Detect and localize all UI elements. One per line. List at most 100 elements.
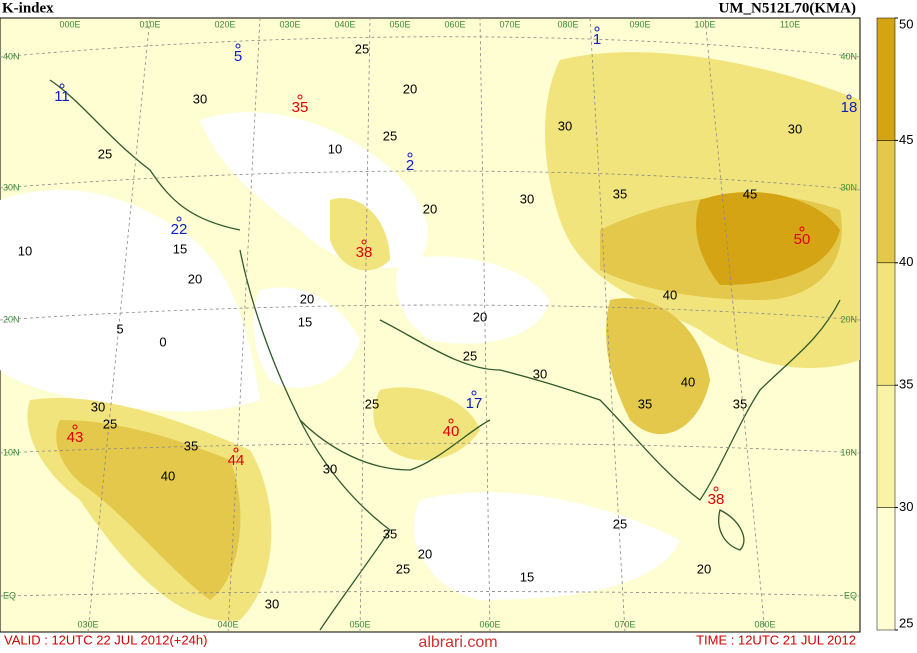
- max-label: 43: [67, 429, 84, 446]
- max-label: 44: [228, 452, 245, 469]
- contour-label: 15: [520, 569, 534, 584]
- contour-label: 30: [788, 121, 802, 136]
- model: UM_N512L70(KMA): [719, 0, 856, 16]
- contour-label: 35: [613, 186, 627, 201]
- lon-label: 040E: [217, 619, 238, 629]
- map-fills: [0, 52, 860, 621]
- contour-label: 25: [355, 41, 369, 56]
- graticule: [0, 17, 861, 633]
- contour-label: 10: [328, 141, 342, 156]
- min-marker: [176, 216, 182, 222]
- max-marker: [233, 447, 239, 453]
- min-label: 2: [406, 157, 414, 174]
- contour-label: 40: [663, 287, 677, 302]
- lon-label: 030E: [279, 19, 300, 29]
- contour-label: 20: [188, 271, 202, 286]
- lon-label: 100E: [694, 19, 715, 29]
- lon-label: 050E: [349, 619, 370, 629]
- title: K-index: [2, 0, 54, 16]
- contour-label: 25: [463, 348, 477, 363]
- lat-label: 30N: [3, 182, 20, 192]
- contour-label: 30: [323, 461, 337, 476]
- contour-label: 25: [98, 146, 112, 161]
- contour-label: 45: [743, 186, 757, 201]
- contour-label: 20: [423, 201, 437, 216]
- colorbar-label: 25: [899, 615, 913, 630]
- lon-label: 040E: [334, 19, 355, 29]
- max-label: 50: [794, 231, 811, 248]
- min-label: 22: [171, 221, 188, 238]
- contour-label: 15: [173, 241, 187, 256]
- contour-label: 30: [193, 91, 207, 106]
- lon-label: 060E: [444, 19, 465, 29]
- lon-label: 050E: [389, 19, 410, 29]
- contour-label: 10: [18, 243, 32, 258]
- contour-label: 20: [697, 561, 711, 576]
- contour-label: 25: [365, 396, 379, 411]
- lat-label: 10N: [3, 447, 20, 457]
- contour-label: 20: [300, 291, 314, 306]
- min-label: 11: [54, 88, 70, 105]
- lat-label: 30N: [840, 182, 857, 192]
- colorbar-band: [876, 140, 896, 264]
- contour-label: 20: [473, 309, 487, 324]
- max-label: 35: [292, 99, 309, 116]
- lat-label: EQ: [844, 590, 857, 600]
- lon-label: 080E: [557, 19, 578, 29]
- contour-label: 25: [383, 128, 397, 143]
- contour-label: 5: [116, 321, 123, 336]
- colorbar-label: 40: [899, 254, 913, 269]
- lat-label: 10N: [840, 447, 857, 457]
- max-marker: [799, 226, 805, 232]
- contour-label: 40: [681, 374, 695, 389]
- contour-label: 20: [418, 546, 432, 561]
- min-label: 17: [466, 395, 483, 412]
- max-marker: [297, 94, 303, 100]
- lon-label: 020E: [214, 19, 235, 29]
- init-time: TIME : 12UTC 21 JUL 2012: [696, 632, 856, 647]
- colorbar-band: [876, 384, 896, 508]
- lon-label: 110E: [780, 19, 800, 29]
- min-marker: [471, 390, 477, 396]
- contour-label: 15: [298, 314, 312, 329]
- lon-label: 070E: [499, 19, 520, 29]
- colorbar-label: 50: [899, 16, 913, 31]
- lon-label: 060E: [479, 619, 500, 629]
- max-marker: [361, 239, 367, 245]
- contour-label: 40: [161, 468, 175, 483]
- min-label: 5: [234, 48, 242, 65]
- min-marker: [59, 83, 65, 89]
- lat-label: 40N: [3, 51, 20, 61]
- contour-label: 25: [396, 561, 410, 576]
- lon-label: 000E: [59, 19, 80, 29]
- contour-label: 30: [265, 596, 279, 611]
- colorbar-band: [876, 507, 896, 631]
- max-label: 40: [443, 423, 460, 440]
- min-label: 18: [841, 99, 858, 116]
- min-marker: [846, 94, 852, 100]
- contour-label: 30: [533, 366, 547, 381]
- colorbar-label: 35: [899, 377, 913, 392]
- contour-label: 25: [103, 416, 117, 431]
- max-marker: [448, 418, 454, 424]
- lon-label: 010E: [139, 19, 160, 29]
- valid-time: VALID : 12UTC 22 JUL 2012(+24h): [4, 632, 207, 647]
- min-marker: [407, 152, 413, 158]
- contour-label: 30: [91, 399, 105, 414]
- colorbar-band: [876, 17, 896, 141]
- lon-label: 080E: [754, 619, 775, 629]
- coastlines: [49, 79, 841, 631]
- contour-label: 35: [638, 396, 652, 411]
- lat-label: 20N: [840, 314, 857, 324]
- lat-label: 40N: [840, 51, 857, 61]
- max-label: 38: [708, 491, 725, 508]
- contour-label: 30: [520, 191, 534, 206]
- contour-label: 35: [733, 396, 747, 411]
- min-label: 1: [593, 31, 601, 48]
- contour-label: 20: [403, 81, 417, 96]
- contour-label: 25: [613, 516, 627, 531]
- lat-label: 20N: [3, 314, 20, 324]
- min-marker: [235, 43, 241, 49]
- max-label: 38: [356, 244, 373, 261]
